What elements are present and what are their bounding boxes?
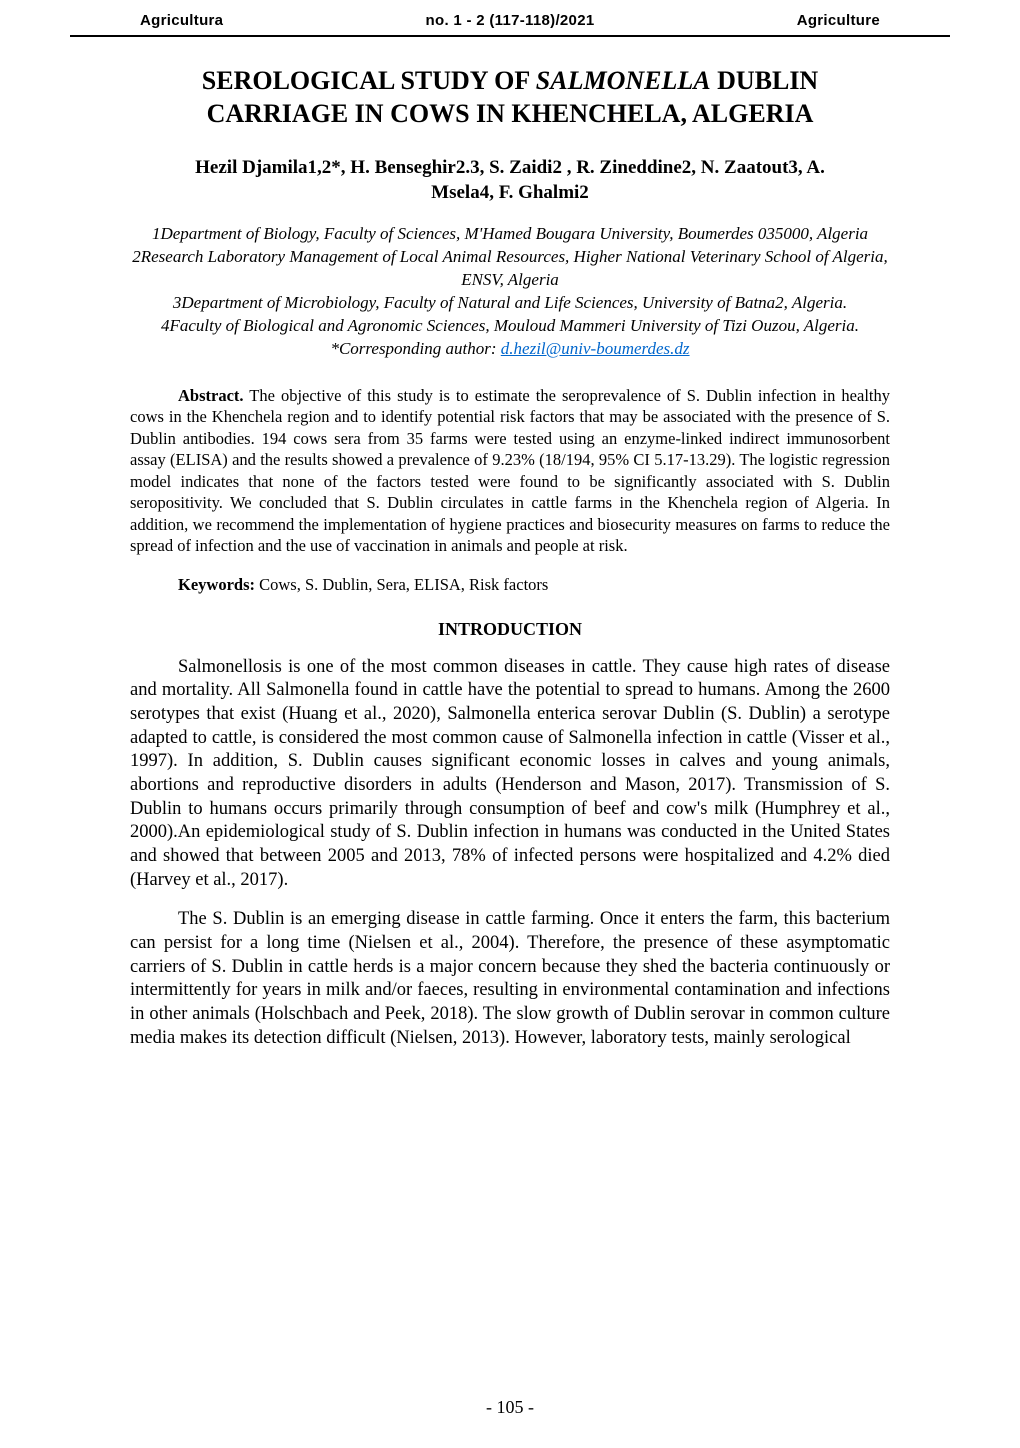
affiliation-3: 3Department of Microbiology, Faculty of … <box>130 292 890 315</box>
keywords-line: Keywords: Cows, S. Dublin, Sera, ELISA, … <box>130 575 890 595</box>
header-right: Agriculture <box>797 12 880 29</box>
corresponding-author: *Corresponding author: d.hezil@univ-boum… <box>130 338 890 361</box>
authors-line-1: Hezil Djamila1,2*, H. Benseghir2.3, S. Z… <box>195 157 825 178</box>
corresponding-email-link[interactable]: d.hezil@univ-boumerdes.dz <box>501 339 690 358</box>
intro-paragraph-1: Salmonellosis is one of the most common … <box>130 656 890 893</box>
keywords-text: Cows, S. Dublin, Sera, ELISA, Risk facto… <box>255 575 548 594</box>
abstract-label: Abstract. <box>178 386 244 405</box>
abstract-text: The objective of this study is to estima… <box>130 386 890 555</box>
keywords-label: Keywords: <box>178 575 255 594</box>
intro-paragraph-2: The S. Dublin is an emerging disease in … <box>130 908 890 1050</box>
title-text-1b: DUBLIN <box>711 66 819 95</box>
authors-line-2: Msela4, F. Ghalmi2 <box>431 182 589 203</box>
abstract-paragraph: Abstract. The objective of this study is… <box>130 385 890 557</box>
header-center: no. 1 - 2 (117-118)/2021 <box>426 12 595 29</box>
running-header: Agricultura no. 1 - 2 (117-118)/2021 Agr… <box>70 0 950 37</box>
article-title: SEROLOGICAL STUDY OF SALMONELLA DUBLIN C… <box>130 65 890 130</box>
page-body: SEROLOGICAL STUDY OF SALMONELLA DUBLIN C… <box>0 65 1020 1050</box>
affiliation-2: 2Research Laboratory Management of Local… <box>130 246 890 292</box>
authors-block: Hezil Djamila1,2*, H. Benseghir2.3, S. Z… <box>130 156 890 205</box>
page-number: - 105 - <box>0 1397 1020 1418</box>
affiliations-block: 1Department of Biology, Faculty of Scien… <box>130 223 890 361</box>
corresponding-prefix: *Corresponding author: <box>330 339 500 358</box>
title-text-2: CARRIAGE IN COWS IN KHENCHELA, ALGERIA <box>207 99 814 128</box>
title-text-1: SEROLOGICAL STUDY OF <box>202 66 536 95</box>
affiliation-1: 1Department of Biology, Faculty of Scien… <box>130 223 890 246</box>
header-left: Agricultura <box>140 12 223 29</box>
title-italic: SALMONELLA <box>536 66 711 95</box>
section-heading-introduction: INTRODUCTION <box>130 619 890 640</box>
affiliation-4: 4Faculty of Biological and Agronomic Sci… <box>130 315 890 338</box>
